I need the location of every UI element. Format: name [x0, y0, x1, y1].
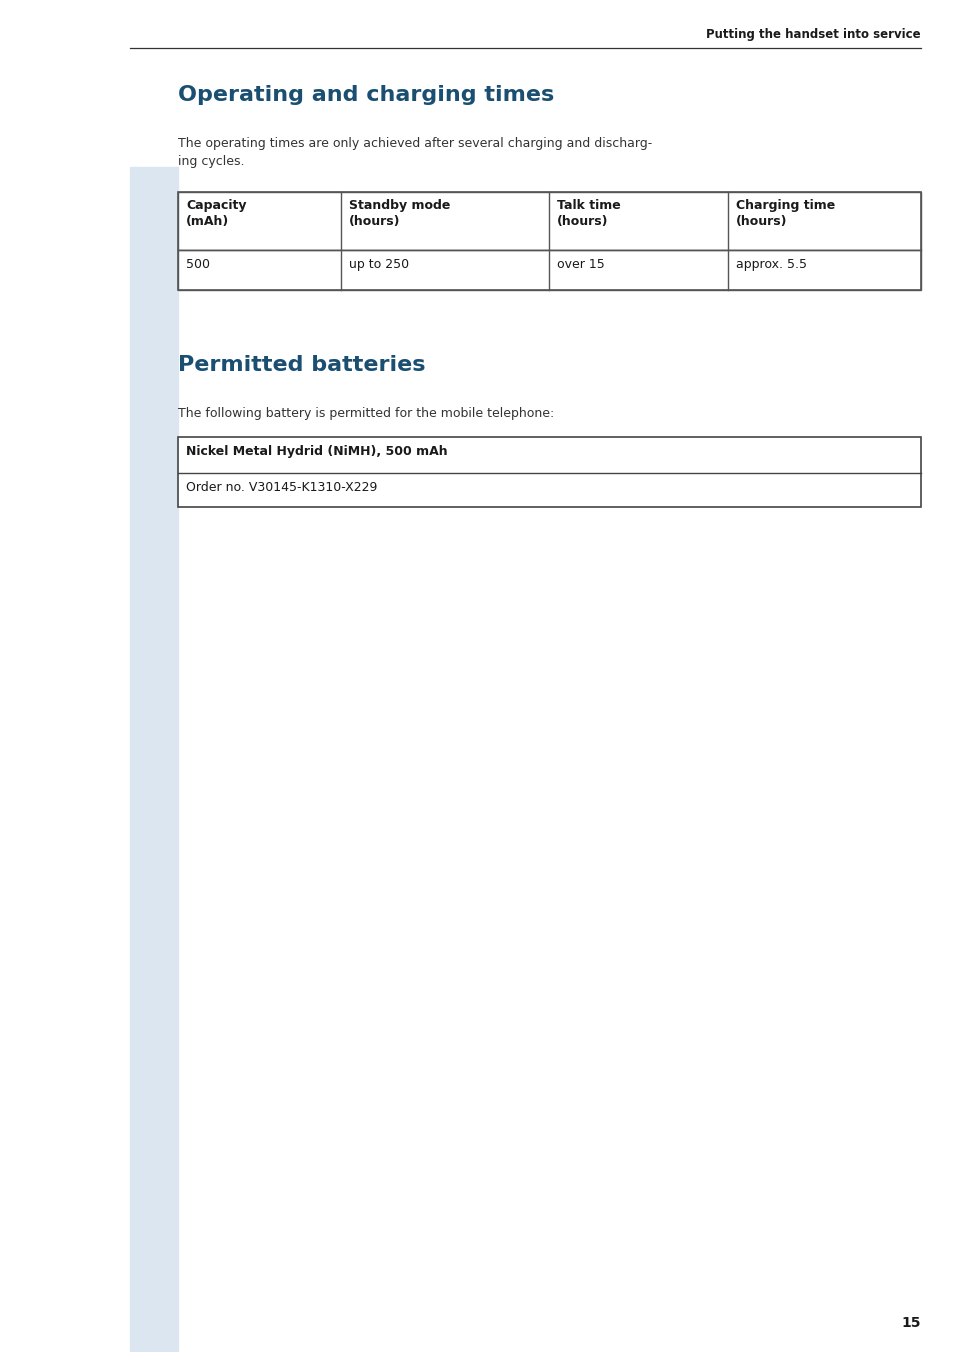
Text: Talk time
(hours): Talk time (hours) [557, 199, 620, 228]
Bar [130, 166, 178, 1352]
Text: Putting the handset into service: Putting the handset into service [705, 28, 920, 41]
Text: Standby mode
(hours): Standby mode (hours) [349, 199, 450, 228]
Bar [178, 192, 920, 289]
Bar [178, 250, 920, 289]
Text: Nickel Metal Hydrid (NiMH), 500 mAh: Nickel Metal Hydrid (NiMH), 500 mAh [186, 445, 447, 458]
Text: Operating and charging times: Operating and charging times [178, 85, 554, 105]
Text: Order no. V30145-K1310-X229: Order no. V30145-K1310-X229 [186, 481, 377, 493]
Text: 15: 15 [901, 1315, 920, 1330]
Text: Permitted batteries: Permitted batteries [178, 356, 425, 375]
Text: Capacity
(mAh): Capacity (mAh) [186, 199, 246, 228]
Text: Charging time
(hours): Charging time (hours) [735, 199, 834, 228]
Text: The following battery is permitted for the mobile telephone:: The following battery is permitted for t… [178, 407, 554, 420]
Text: 500: 500 [186, 258, 210, 270]
Text: up to 250: up to 250 [349, 258, 409, 270]
Bar [178, 192, 920, 250]
Text: over 15: over 15 [557, 258, 604, 270]
Bar [178, 437, 920, 507]
Text: approx. 5.5: approx. 5.5 [735, 258, 805, 270]
Text: The operating times are only achieved after several charging and discharg-
ing c: The operating times are only achieved af… [178, 137, 652, 168]
